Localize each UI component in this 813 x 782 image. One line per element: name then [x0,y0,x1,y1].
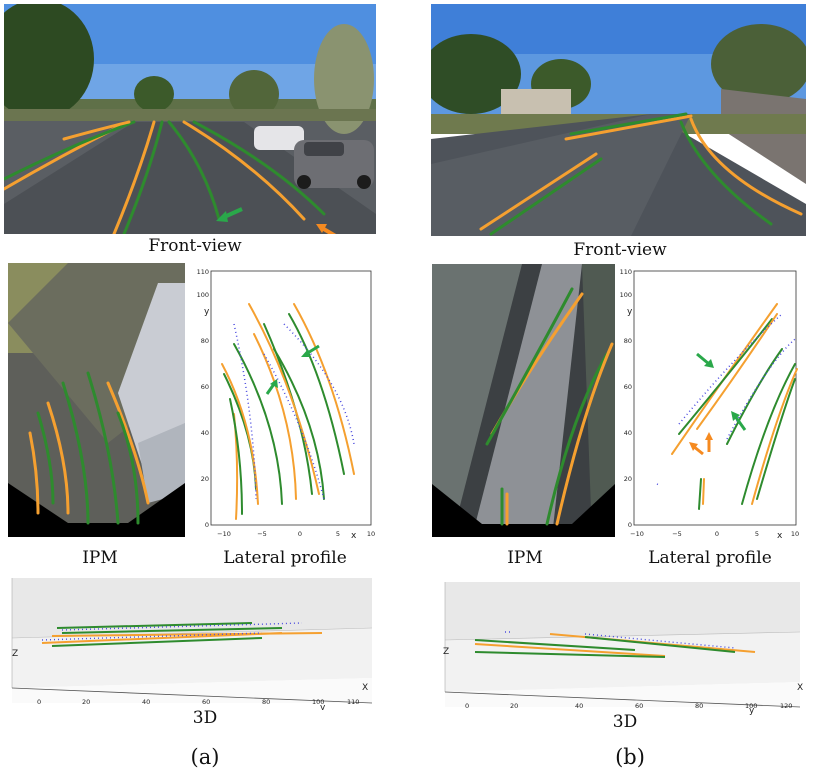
ytick-60: 60 [201,383,209,391]
d3-ytick-0: 0 [465,702,469,710]
front-view-image-a [4,4,376,234]
ipm-caption-b: IPM [507,548,543,568]
ipm-image-a [8,263,185,537]
z-axis-label: Z [443,647,449,657]
front-view-caption-b: Front-view [573,240,667,260]
panel-label-a: (a) [190,745,220,769]
xtick-m10: −10 [630,530,644,538]
x-axis-label: X [797,683,803,693]
xtick-5: 5 [755,530,759,538]
d3-ytick-120: 120 [780,702,792,710]
panel-a: Front-view IPM 0 20 40 60 80 100 110 [0,0,400,782]
front-view-caption-a: Front-view [148,236,242,256]
ytick-60: 60 [624,383,632,391]
d3-ytick-80: 80 [695,702,703,710]
ipm-image-b [432,264,615,537]
ytick-100: 100 [620,291,632,299]
d3-ytick-100: 100 [312,698,324,706]
ytick-0: 0 [205,521,209,529]
xtick-0: 0 [298,530,302,538]
xtick-0: 0 [715,530,719,538]
xtick-5: 5 [336,530,340,538]
panel-b: Front-view IPM 0 20 40 60 80 100 110 [405,0,813,782]
green-arrow-icon [696,352,747,431]
d3-ytick-0: 0 [37,698,41,706]
d3-caption-b: 3D [612,712,638,732]
ytick-40: 40 [624,429,632,437]
ylabel: y [204,307,210,317]
panel-label-b: (b) [615,745,645,769]
ytick-110: 110 [197,268,209,276]
lateral-profile-chart-b: 0 20 40 60 80 100 110 −10 −5 0 5 10 y x [620,268,800,541]
d3-ytick-60: 60 [202,698,210,706]
y-axis-label: y [749,706,755,716]
plot-3d-a: Z X y 0 20 40 60 80 100 110 [11,578,373,710]
plot-3d-b: Z X y 0 20 40 60 80 100 120 [443,582,803,716]
front-view-image-b [431,4,806,236]
xtick-m5: −5 [672,530,682,538]
green-arrow-icon [216,207,243,222]
ytick-80: 80 [624,337,632,345]
y-axis-label: y [320,703,326,710]
car-icon [254,126,374,189]
orange-arrow-icon [689,432,713,456]
z-axis-label: Z [12,649,18,659]
d3-caption-a: 3D [192,708,218,728]
xlabel: x [777,531,783,541]
d3-ytick-110: 110 [347,698,359,706]
ytick-40: 40 [201,429,209,437]
ytick-20: 20 [624,475,632,483]
d3-ytick-40: 40 [575,702,583,710]
d3-ytick-80: 80 [262,698,270,706]
orange-arrow-icon [316,224,337,234]
ytick-80: 80 [201,337,209,345]
lateral-profile-caption-a: Lateral profile [223,548,347,568]
xtick-10: 10 [791,530,799,538]
ytick-100: 100 [197,291,209,299]
lateral-profile-chart-a: 0 20 40 60 80 100 110 −10 −5 0 5 10 y x [197,268,376,541]
lateral-profile-caption-b: Lateral profile [648,548,772,568]
d3-ytick-40: 40 [142,698,150,706]
xtick-m10: −10 [217,530,231,538]
xtick-m5: −5 [257,530,267,538]
ytick-20: 20 [201,475,209,483]
ytick-0: 0 [628,521,632,529]
ytick-110: 110 [620,268,632,276]
xtick-10: 10 [367,530,375,538]
green-arrow-icon [265,344,320,395]
d3-ytick-60: 60 [635,702,643,710]
ylabel: y [627,307,633,317]
x-axis-label: X [362,683,368,693]
d3-ytick-20: 20 [510,702,518,710]
ipm-caption-a: IPM [82,548,118,568]
d3-ytick-20: 20 [82,698,90,706]
d3-ytick-100: 100 [745,702,757,710]
xlabel: x [351,531,357,541]
